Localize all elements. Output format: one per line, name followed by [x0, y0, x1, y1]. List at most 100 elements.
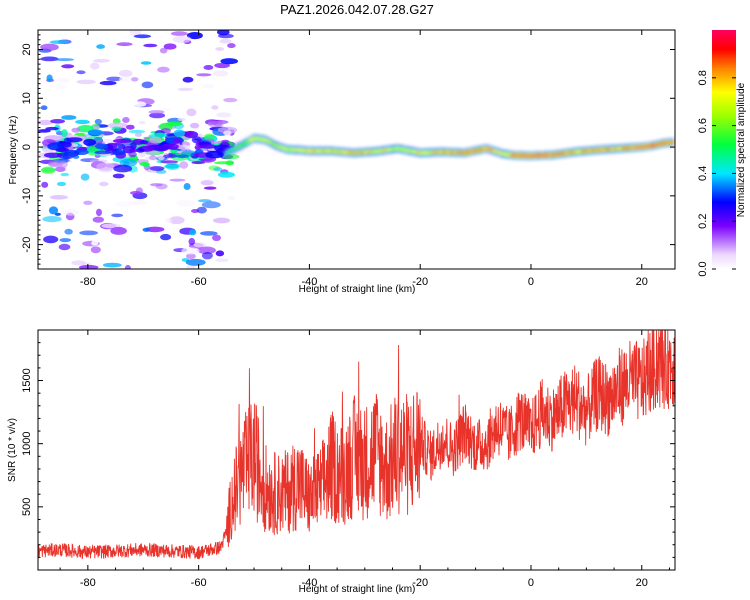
heatmap-noise-blob	[55, 83, 67, 90]
snr-x-tick-label: -80	[80, 577, 96, 589]
heatmap-noise-blob	[191, 161, 206, 165]
heatmap-noise-blob	[76, 79, 96, 85]
heatmap-noise-blob	[179, 161, 189, 169]
heatmap-y-tick-label: 20	[21, 43, 33, 55]
heatmap-noise-blob	[227, 196, 236, 201]
heatmap-noise-layer	[38, 30, 240, 269]
heatmap-noise-blob	[43, 152, 62, 158]
heatmap-noise-blob	[199, 144, 217, 149]
heatmap-noise-blob	[189, 122, 200, 129]
heatmap-noise-blob	[71, 260, 86, 266]
heatmap-noise-blob	[122, 117, 130, 123]
colorbar-tick-label: 0.0	[697, 261, 709, 276]
heatmap-noise-blob	[94, 118, 102, 125]
heatmap-noise-blob	[223, 130, 232, 136]
heatmap-noise-blob	[43, 235, 59, 244]
heatmap-noise-blob	[92, 58, 111, 63]
heatmap-noise-blob	[141, 81, 154, 89]
heatmap-noise-blob	[59, 238, 72, 243]
heatmap-noise-blob	[61, 64, 75, 69]
heatmap-noise-blob	[40, 43, 59, 51]
heatmap-noise-blob	[186, 108, 197, 117]
heatmap-noise-blob	[111, 213, 124, 218]
heatmap-noise-blob	[133, 34, 152, 39]
heatmap-noise-blob	[129, 30, 142, 36]
heatmap-noise-blob	[150, 183, 163, 187]
snr-y-axis: 500 1000 1500	[21, 342, 675, 558]
heatmap-noise-blob	[64, 149, 80, 157]
heatmap-noise-blob	[124, 264, 132, 269]
heatmap-noise-blob	[49, 195, 68, 200]
heatmap-noise-blob	[153, 132, 167, 138]
heatmap-ridge-cell	[239, 144, 244, 147]
heatmap-noise-blob	[177, 87, 194, 91]
heatmap-noise-blob	[102, 138, 115, 144]
heatmap-noise-blob	[49, 40, 68, 44]
heatmap-panel: -80 -60 -40 -20 0 20 -20 -10 0 10 20 Height of st…	[8, 29, 676, 295]
heatmap-noise-blob	[182, 76, 194, 83]
heatmap-noise-blob	[114, 201, 135, 208]
heatmap-noise-blob	[130, 191, 142, 195]
heatmap-noise-blob	[90, 246, 101, 254]
heatmap-noise-blob	[191, 209, 200, 213]
heatmap-noise-blob	[41, 166, 56, 174]
heatmap-noise-blob	[220, 58, 238, 65]
heatmap-noise-blob	[203, 186, 217, 190]
heatmap-noise-blob	[139, 162, 150, 166]
snr-y-tick-label: 1500	[21, 368, 33, 392]
heatmap-noise-blob	[166, 121, 183, 127]
heatmap-noise-blob	[59, 161, 68, 168]
snr-x-tick-label: -60	[191, 577, 207, 589]
heatmap-noise-blob	[193, 242, 207, 248]
heatmap-noise-blob	[217, 126, 238, 134]
heatmap-noise-blob	[181, 150, 198, 157]
heatmap-noise-blob	[102, 262, 122, 268]
snr-panel: -80 -60 -40 -20 0 20 500 1000 1500 Height of st…	[7, 329, 676, 595]
heatmap-noise-blob	[211, 105, 219, 110]
heatmap-noise-blob	[96, 44, 105, 49]
heatmap-noise-blob	[214, 62, 231, 69]
heatmap-noise-blob	[38, 129, 51, 133]
heatmap-noise-blob	[143, 43, 158, 48]
heatmap-noise-blob	[87, 129, 104, 136]
heatmap-noise-blob	[136, 148, 145, 153]
heatmap-noise-blob	[172, 138, 182, 144]
heatmap-noise-blob	[76, 70, 86, 75]
heatmap-x-tick-label: -80	[80, 276, 96, 288]
heatmap-ridge-cell	[249, 138, 254, 141]
heatmap-noise-blob	[153, 144, 169, 152]
heatmap-noise-blob	[99, 80, 117, 86]
heatmap-noise-blob	[94, 150, 112, 155]
heatmap-noise-blob	[61, 115, 77, 120]
heatmap-noise-blob	[170, 31, 188, 36]
heatmap-noise-blob	[99, 181, 109, 187]
heatmap-noise-blob	[58, 243, 71, 251]
heatmap-noise-blob	[47, 142, 63, 151]
heatmap-noise-blob	[145, 226, 165, 233]
heatmap-noise-blob	[186, 253, 196, 260]
heatmap-noise-blob	[183, 183, 191, 190]
heatmap-noise-blob	[213, 217, 231, 224]
heatmap-noise-blob	[223, 97, 238, 103]
heatmap-noise-blob	[181, 247, 200, 255]
colorbar-tick-label: 0.6	[697, 118, 709, 133]
heatmap-noise-blob	[41, 181, 49, 188]
heatmap-noise-blob	[119, 76, 136, 82]
heatmap-noise-blob	[95, 143, 109, 150]
heatmap-noise-blob	[216, 112, 232, 118]
heatmap-noise-blob	[140, 61, 152, 65]
heatmap-x-tick-label: -60	[191, 276, 207, 288]
heatmap-noise-blob	[177, 117, 186, 121]
heatmap-noise-blob	[112, 227, 123, 233]
heatmap-noise-blob	[217, 171, 235, 178]
heatmap-noise-blob	[161, 107, 171, 112]
heatmap-noise-blob	[139, 177, 160, 184]
heatmap-noise-blob	[56, 77, 71, 83]
heatmap-ridge-cell	[266, 140, 271, 143]
heatmap-noise-blob	[213, 167, 223, 172]
heatmap-noise-blob	[130, 101, 147, 107]
heatmap-noise-blob	[138, 120, 146, 125]
heatmap-y-tick-label: 10	[21, 92, 33, 104]
heatmap-noise-blob	[200, 231, 218, 236]
heatmap-noise-blob	[176, 199, 195, 207]
